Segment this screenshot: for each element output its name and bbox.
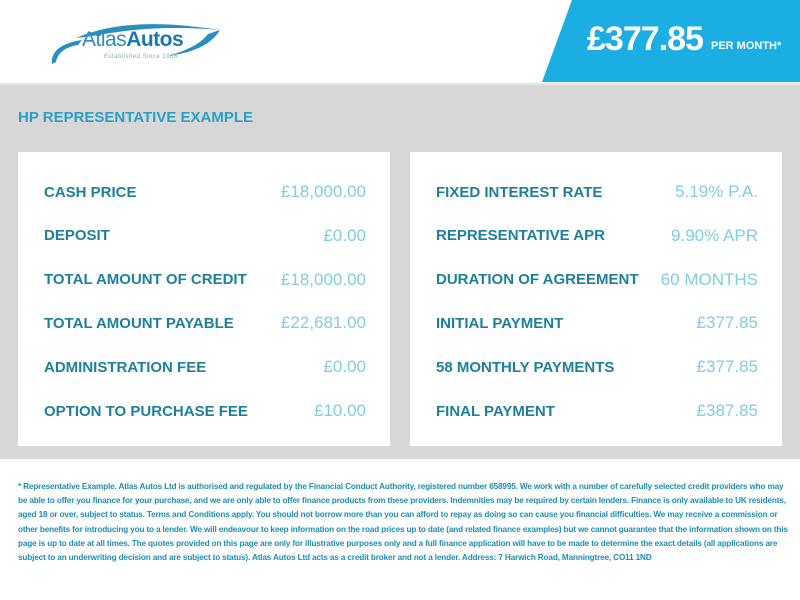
section-title: HP REPRESENTATIVE EXAMPLE bbox=[18, 109, 254, 126]
finance-row: TOTAL AMOUNT OF CREDIT £18,000.00 bbox=[44, 268, 366, 292]
finance-row: FINAL PAYMENT £387.85 bbox=[436, 399, 758, 423]
finance-label: REPRESENTATIVE APR bbox=[436, 227, 605, 245]
finance-value: £0.00 bbox=[323, 357, 366, 377]
finance-value: 9.90% APR bbox=[671, 225, 758, 245]
finance-section: HP REPRESENTATIVE EXAMPLE CASH PRICE £18,… bbox=[0, 83, 800, 459]
finance-value: £22,681.00 bbox=[280, 313, 366, 333]
finance-row: REPRESENTATIVE APR 9.90% APR bbox=[436, 224, 758, 248]
finance-value: £10.00 bbox=[314, 401, 366, 420]
finance-label: OPTION TO PURCHASE FEE bbox=[44, 402, 248, 420]
finance-row: INITIAL PAYMENT £377.85 bbox=[436, 311, 758, 335]
finance-value: 5.19% P.A. bbox=[675, 182, 758, 201]
finance-value: £387.85 bbox=[696, 401, 758, 420]
atlas-autos-logo[interactable]: AtlasAutos Established Since 1986 bbox=[48, 18, 223, 68]
finance-row: OPTION TO PURCHASE FEE £10.00 bbox=[44, 399, 366, 423]
finance-row: FIXED INTEREST RATE 5.19% P.A. bbox=[436, 180, 758, 204]
finance-label: DURATION OF AGREEMENT bbox=[436, 271, 639, 289]
finance-value: 60 MONTHS bbox=[660, 269, 758, 289]
car-swoosh-icon bbox=[51, 24, 220, 64]
finance-label: 58 MONTHLY PAYMENTS bbox=[436, 358, 615, 376]
monthly-price-panel: £377.85 PER MONTH* bbox=[542, 0, 800, 82]
header: AtlasAutos Established Since 1986 £377.8… bbox=[0, 0, 800, 82]
finance-label: FIXED INTEREST RATE bbox=[436, 183, 603, 201]
finance-value: £0.00 bbox=[323, 225, 366, 245]
brand-tagline: Established Since 1986 bbox=[104, 54, 178, 60]
disclaimer-text: * Representative Example. Atlas Autos Lt… bbox=[18, 482, 788, 563]
finance-card-left: CASH PRICE £18,000.00 DEPOSIT £0.00 TOTAL AM… bbox=[18, 152, 390, 446]
per-month-label: PER MONTH* bbox=[711, 40, 782, 52]
finance-label: ADMINISTRATION FEE bbox=[44, 358, 207, 376]
finance-row: TOTAL AMOUNT PAYABLE £22,681.00 bbox=[44, 311, 366, 335]
finance-row: DEPOSIT £0.00 bbox=[44, 224, 366, 248]
finance-row: DURATION OF AGREEMENT 60 MONTHS bbox=[436, 268, 758, 292]
finance-card-right: FIXED INTEREST RATE 5.19% P.A. REPRESENTAT… bbox=[410, 152, 782, 446]
finance-value: £18,000.00 bbox=[280, 269, 366, 289]
finance-label: TOTAL AMOUNT OF CREDIT bbox=[44, 271, 247, 289]
finance-row: ADMINISTRATION FEE £0.00 bbox=[44, 355, 366, 379]
finance-label: FINAL PAYMENT bbox=[436, 402, 555, 420]
brand-name: AtlasAutos bbox=[82, 28, 184, 51]
monthly-price: £377.85 bbox=[587, 20, 704, 58]
finance-label: CASH PRICE bbox=[44, 183, 137, 201]
finance-label: TOTAL AMOUNT PAYABLE bbox=[44, 314, 234, 332]
finance-row: CASH PRICE £18,000.00 bbox=[44, 180, 366, 204]
finance-value: £377.85 bbox=[696, 357, 758, 377]
finance-value: £18,000.00 bbox=[280, 182, 366, 201]
finance-value: £377.85 bbox=[696, 313, 758, 333]
finance-label: INITIAL PAYMENT bbox=[436, 314, 564, 332]
finance-label: DEPOSIT bbox=[44, 227, 110, 245]
finance-row: 58 MONTHLY PAYMENTS £377.85 bbox=[436, 355, 758, 379]
